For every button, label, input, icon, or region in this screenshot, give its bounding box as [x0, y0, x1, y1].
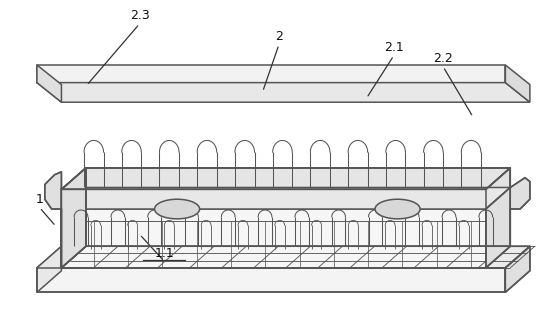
Polygon shape [86, 168, 510, 246]
Polygon shape [37, 83, 530, 102]
Polygon shape [37, 268, 506, 292]
Polygon shape [37, 65, 61, 102]
Polygon shape [61, 187, 510, 209]
Polygon shape [61, 168, 510, 189]
Polygon shape [506, 65, 530, 102]
Polygon shape [37, 246, 61, 292]
Ellipse shape [155, 199, 200, 219]
Polygon shape [61, 168, 86, 268]
Polygon shape [486, 178, 530, 268]
Text: 2.1: 2.1 [384, 41, 403, 54]
Ellipse shape [375, 199, 420, 219]
Polygon shape [37, 246, 530, 268]
Polygon shape [37, 65, 506, 83]
Polygon shape [45, 168, 86, 268]
Polygon shape [506, 246, 530, 292]
Polygon shape [486, 168, 510, 268]
Text: 1: 1 [36, 193, 44, 206]
Polygon shape [61, 189, 486, 268]
Text: 2.2: 2.2 [433, 52, 453, 65]
Text: 2.3: 2.3 [129, 9, 150, 22]
Text: 2: 2 [275, 30, 283, 43]
Text: 1.1: 1.1 [155, 247, 174, 260]
Polygon shape [61, 189, 486, 209]
